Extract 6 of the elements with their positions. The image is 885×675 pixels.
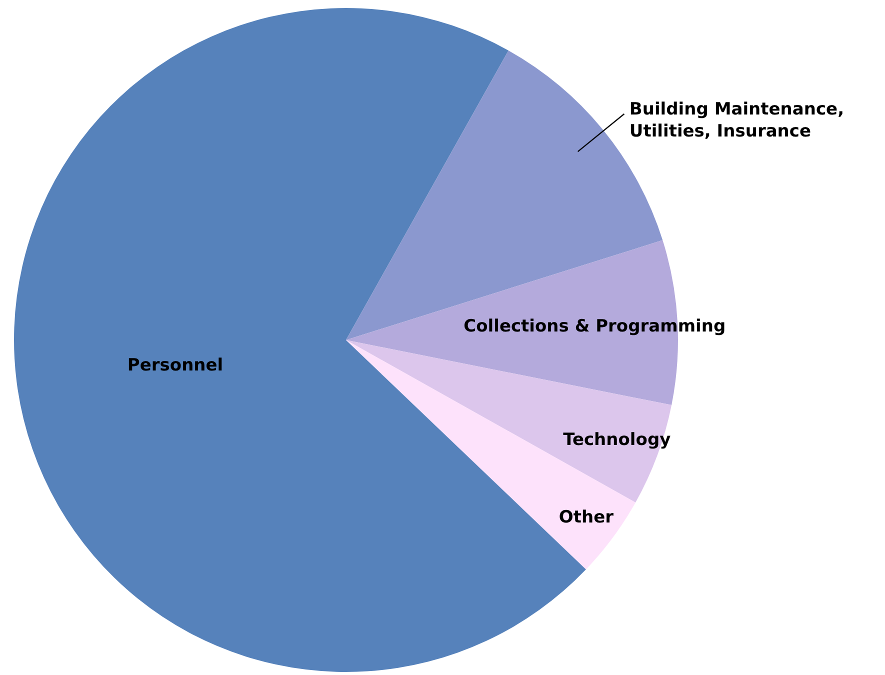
slice-label: Other [558,508,614,528]
slice-label: Building Maintenance, Utilities, Insurance [629,100,844,142]
slice-label: Personnel [127,356,224,376]
slice-label: Collections & Programming [464,316,726,337]
pie-slice [346,340,672,502]
slice-label: Technology [563,430,671,450]
